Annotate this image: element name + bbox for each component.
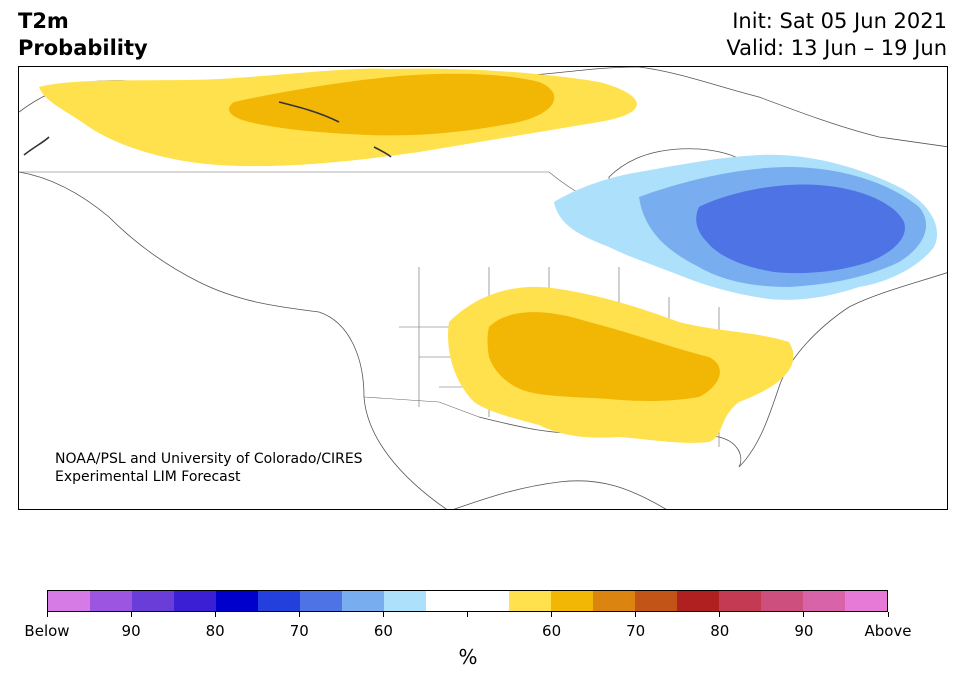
title-line-1: T2m (18, 9, 69, 33)
colorbar-segment (257, 591, 300, 611)
colorbar-tick (467, 612, 468, 617)
colorbar-tick (214, 612, 216, 617)
colorbar-tick-label: 90 (121, 622, 141, 640)
map-canvas (19, 67, 947, 509)
major-lakes (23, 101, 392, 158)
init-date: Init: Sat 05 Jun 2021 (732, 9, 947, 33)
credit-line-1: NOAA/PSL and University of Colorado/CIRE… (55, 451, 363, 467)
colorbar-segment (635, 591, 678, 611)
colorbar-tick (803, 612, 805, 617)
colorbar-segment (341, 591, 384, 611)
colorbar-unit: % (458, 645, 478, 669)
colorbar-tick-label: 60 (373, 622, 393, 640)
forecast-map: NOAA/PSL and University of Colorado/CIRE… (18, 66, 948, 510)
colorbar-segment (89, 591, 132, 611)
colorbar-segment (677, 591, 720, 611)
northwest-canada-above-70 (229, 73, 555, 136)
credit-note: NOAA/PSL and University of Colorado/CIRE… (55, 450, 363, 486)
atlantic-coast (738, 272, 947, 468)
colorbar-tick-label: 80 (205, 622, 225, 640)
colorbar-labels: Below 90 80 70 60 60 70 80 90 Above (24, 622, 911, 642)
colorbar-segment (131, 591, 174, 611)
pacific-coast (19, 171, 447, 509)
colorbar-tick-label: Below (24, 622, 70, 640)
colorbar-segment (719, 591, 762, 611)
title-line-2: Probability (18, 36, 148, 60)
colorbar-segment (593, 591, 636, 611)
colorbar-segment (761, 591, 804, 611)
probability-shading (39, 68, 938, 443)
lake-winnipeg (23, 136, 50, 156)
colorbar-segment (215, 591, 258, 611)
colorbar-tick-label: Above (864, 622, 912, 640)
colorbar-segment (299, 591, 342, 611)
colorbar-ticks (46, 612, 889, 620)
colorbar-segment (383, 591, 426, 611)
colorbar-segment (467, 591, 510, 611)
forecast-dates: Init: Sat 05 Jun 2021 Valid: 13 Jun – 19… (726, 8, 947, 62)
colorbar-tick-label: 60 (542, 622, 562, 640)
colorbar-tick (382, 612, 384, 617)
colorbar-tick-label: 70 (626, 622, 646, 640)
mexico-coast (453, 480, 667, 509)
central-us-above-70 (487, 312, 720, 402)
colorbar-tick (635, 612, 637, 617)
colorbar-segment (425, 591, 468, 611)
colorbar-tick (130, 612, 132, 617)
colorbar-segment (173, 591, 216, 611)
colorbar-segment (509, 591, 552, 611)
great-slave-lake (373, 146, 392, 158)
colorbar-tick (551, 612, 553, 617)
colorbar-segment (845, 591, 888, 611)
quebec-below-80 (696, 184, 905, 274)
credit-line-2: Experimental LIM Forecast (55, 469, 241, 485)
probability-colorbar (47, 590, 888, 612)
colorbar-segment (803, 591, 846, 611)
colorbar-tick (719, 612, 721, 617)
colorbar-tick (298, 612, 300, 617)
colorbar-tick-label: 90 (794, 622, 814, 640)
colorbar-tick-label: 70 (289, 622, 309, 640)
colorbar-tick-label: 80 (710, 622, 730, 640)
great-bear-lake (278, 101, 340, 123)
colorbar-tick (887, 612, 889, 617)
map-title: T2m Probability (18, 8, 148, 62)
us-mexico-border (363, 396, 480, 418)
valid-range: Valid: 13 Jun – 19 Jun (726, 36, 947, 60)
colorbar-segment (551, 591, 594, 611)
colorbar-segment (48, 591, 90, 611)
colorbar-tick (46, 612, 48, 617)
